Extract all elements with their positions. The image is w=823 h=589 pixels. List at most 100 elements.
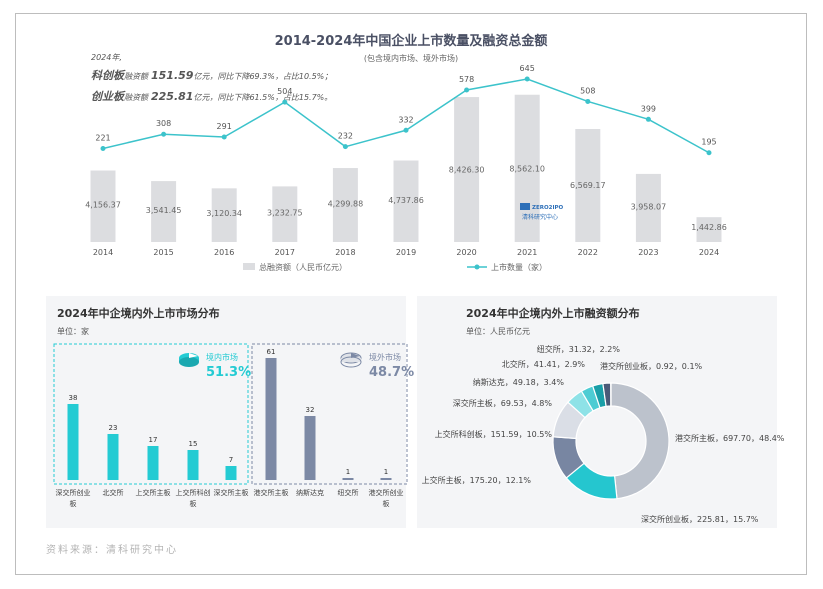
market-category-label: 深交所创业 <box>56 488 91 497</box>
line-point <box>282 99 288 105</box>
financing-bar <box>332 168 358 242</box>
line-value-label: 504 <box>277 87 292 96</box>
x-tick-label: 2019 <box>396 248 416 257</box>
line-value-label: 232 <box>338 132 353 141</box>
pie-chart-icon <box>179 353 199 367</box>
top-chart-title: 2014-2024年中国企业上市数量及融资总金额 <box>275 33 548 49</box>
line-point <box>645 116 651 122</box>
donut-slice-label: 北交所，41.41，2.9% <box>502 359 586 369</box>
financing-bar <box>211 188 237 242</box>
donut-slice-label: 港交所主板，697.70，48.4% <box>675 433 785 443</box>
financing-bar <box>454 97 480 242</box>
line-value-label: 195 <box>701 138 716 147</box>
x-tick-label: 2024 <box>699 248 719 257</box>
bar-value-label: 6,569.17 <box>570 181 606 190</box>
x-tick-label: 2023 <box>638 248 658 257</box>
donut-slice-label: 深交所主板，69.53，4.8% <box>453 398 553 408</box>
x-tick-label: 2018 <box>335 248 355 257</box>
market-category-label: 北交所 <box>103 488 124 497</box>
overseas-market-badge: 境外市场 48.7% <box>340 352 414 380</box>
line-point <box>403 127 409 133</box>
overseas-market-pct: 48.7% <box>369 365 414 380</box>
financing-bar <box>90 170 116 242</box>
financing-bar <box>575 129 601 242</box>
legend-bar-swatch <box>243 263 255 270</box>
note-star: 科创板融资额 151.59亿元，同比下降69.3%，占比10.5%； <box>91 69 332 82</box>
x-tick-label: 2017 <box>275 248 295 257</box>
note-year: 2024年, <box>91 53 122 62</box>
legend-line-label: 上市数量（家） <box>491 262 547 272</box>
bar-value-label: 8,562.10 <box>509 164 545 173</box>
market-bar-value: 15 <box>189 440 198 448</box>
line-value-label: 645 <box>520 64 535 73</box>
line-value-label: 308 <box>156 119 171 128</box>
financing-bar <box>393 160 419 242</box>
market-category-label: 板 <box>190 499 197 508</box>
x-tick-label: 2022 <box>578 248 598 257</box>
pie-chart-icon <box>340 352 362 368</box>
right-panel-unit: 单位：人民币亿元 <box>466 326 530 336</box>
financing-bar <box>514 94 540 243</box>
legend-bar-label: 总融资额（人民币亿元） <box>259 262 347 272</box>
market-bar-value: 1 <box>384 468 388 476</box>
bar-value-label: 1,442.86 <box>691 223 727 232</box>
domestic-market-pct: 51.3% <box>206 365 251 380</box>
market-bar <box>225 466 237 480</box>
line-value-label: 578 <box>459 75 474 84</box>
source-note: 资料来源：清科研究中心 <box>46 545 178 556</box>
donut-slice-label: 纽交所，31.32，2.2% <box>537 344 621 354</box>
financing-bar <box>696 217 722 242</box>
x-tick-label: 2016 <box>214 248 234 257</box>
market-bar <box>67 404 79 480</box>
line-value-label: 399 <box>641 104 656 113</box>
market-bar <box>342 478 354 480</box>
bar-value-label: 4,737.86 <box>388 196 424 205</box>
market-bar-value: 61 <box>267 348 276 356</box>
line-point <box>342 144 348 150</box>
line-value-label: 332 <box>398 115 413 124</box>
market-bar-value: 7 <box>229 456 233 464</box>
market-category-label: 板 <box>70 499 77 508</box>
domestic-market-label: 境内市场 <box>206 352 238 362</box>
financing-bar <box>151 181 177 242</box>
watermark-logo: ZERO2IPO 清科研究中心 <box>520 203 564 221</box>
overseas-market-label: 境外市场 <box>369 352 401 362</box>
line-point <box>585 98 591 104</box>
donut-slice-label: 上交所科创板，151.59，10.5% <box>435 429 553 439</box>
line-point <box>161 131 167 137</box>
market-category-label: 港交所主板 <box>254 488 289 497</box>
donut-slice-label: 上交所主板，175.20，12.1% <box>422 475 532 485</box>
overseas-group-box <box>251 343 408 485</box>
line-value-label: 221 <box>95 133 110 142</box>
donut-slice-label: 深交所创业板，225.81，15.7% <box>641 514 759 524</box>
market-bar-value: 38 <box>69 394 78 402</box>
bar-value-label: 3,958.07 <box>631 202 667 211</box>
right-panel-title: 2024年中企境内外上市融资额分布 <box>466 306 640 320</box>
note-chinext: 创业板融资额 225.81亿元，同比下降61.5%，占比15.7%。 <box>91 90 332 103</box>
market-bar <box>187 450 199 480</box>
donut-slice-label: 港交所创业板，0.92，0.1% <box>600 361 703 371</box>
market-category-label: 港交所创业 <box>369 488 404 497</box>
x-tick-label: 2020 <box>456 248 476 257</box>
market-bar <box>380 478 392 480</box>
line-point <box>524 76 530 82</box>
market-bar <box>265 358 277 480</box>
donut-slice-label: 纳斯达克，49.18，3.4% <box>473 377 565 387</box>
market-category-label: 上交所主板 <box>136 488 171 497</box>
x-tick-label: 2021 <box>517 248 537 257</box>
line-value-label: 291 <box>217 122 232 131</box>
bar-value-label: 3,541.45 <box>146 206 182 215</box>
market-bar <box>304 416 316 480</box>
domestic-group-box <box>53 343 249 485</box>
bar-value-label: 8,426.30 <box>449 165 485 174</box>
donut-slice <box>610 382 670 500</box>
line-value-label: 508 <box>580 86 595 95</box>
bar-value-label: 4,299.88 <box>328 200 364 209</box>
top-legend: 总融资额（人民币亿元） 上市数量（家） <box>243 262 547 272</box>
financing-bar <box>272 186 298 242</box>
market-category-label: 纳斯达克 <box>296 488 324 497</box>
financing-bar <box>635 173 661 242</box>
market-category-label: 上交所科创 <box>176 488 211 497</box>
